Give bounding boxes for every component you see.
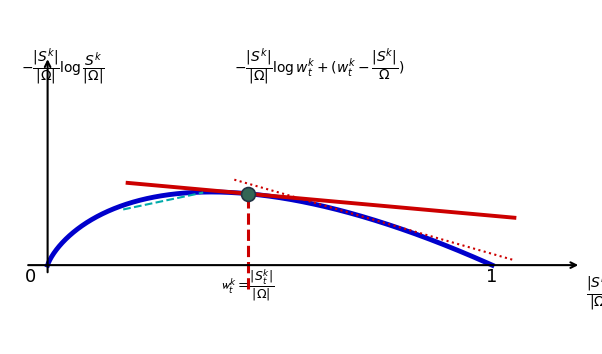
Text: 0: 0 xyxy=(25,268,37,286)
Text: 1: 1 xyxy=(486,268,498,286)
Text: $-\dfrac{|S^k|}{|\Omega|}\log\dfrac{S^k}{|\Omega|}$: $-\dfrac{|S^k|}{|\Omega|}\log\dfrac{S^k}… xyxy=(21,46,105,87)
Text: $-\dfrac{|S^k|}{|\Omega|}\log w_t^k + (w_t^k - \dfrac{|S^k|}{\Omega})$: $-\dfrac{|S^k|}{|\Omega|}\log w_t^k + (w… xyxy=(234,46,405,87)
Text: $\mathcal{w}_t^k = \dfrac{|S_t^k|}{|\Omega|}$: $\mathcal{w}_t^k = \dfrac{|S_t^k|}{|\Ome… xyxy=(220,268,275,303)
Text: $\dfrac{|S^k|}{|\Omega|}$: $\dfrac{|S^k|}{|\Omega|}$ xyxy=(586,273,602,313)
